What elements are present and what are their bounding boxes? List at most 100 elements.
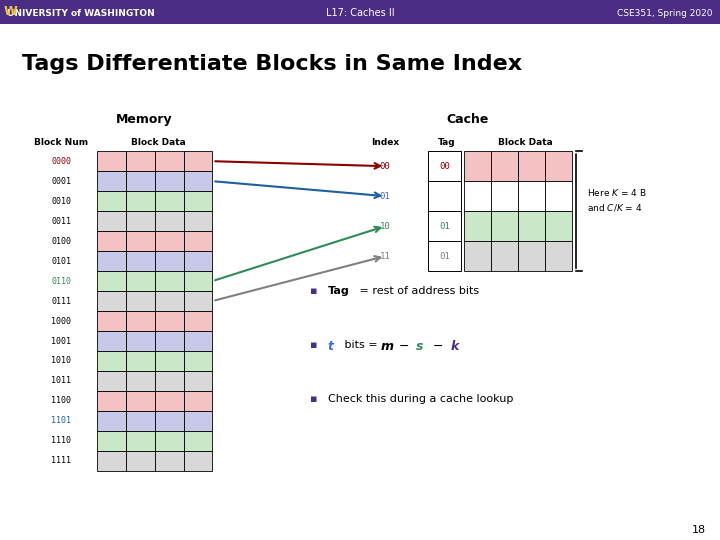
Text: ▪: ▪	[310, 286, 320, 296]
Bar	[184, 371, 212, 391]
Text: 1001: 1001	[51, 336, 71, 346]
Text: 0111: 0111	[51, 296, 71, 306]
Bar	[184, 451, 212, 471]
Bar	[155, 411, 184, 431]
Bar	[126, 331, 155, 351]
Bar	[97, 211, 126, 231]
Text: k: k	[451, 340, 459, 353]
Text: 01: 01	[440, 252, 450, 261]
Bar	[155, 331, 184, 351]
Bar	[184, 311, 212, 331]
Bar	[126, 451, 155, 471]
Bar	[97, 351, 126, 371]
Text: Cache: Cache	[447, 113, 489, 126]
Bar	[97, 311, 126, 331]
Bar	[184, 251, 212, 271]
Text: CSE351, Spring 2020: CSE351, Spring 2020	[617, 9, 713, 18]
Bar	[464, 151, 492, 181]
Text: 18: 18	[691, 524, 706, 535]
Bar	[428, 241, 461, 271]
Text: 01: 01	[440, 221, 450, 231]
Bar	[126, 371, 155, 391]
Text: 0110: 0110	[51, 276, 71, 286]
Bar	[155, 171, 184, 191]
Text: −: −	[429, 340, 448, 353]
Bar	[184, 271, 212, 291]
Bar	[184, 411, 212, 431]
Text: 1010: 1010	[51, 356, 71, 366]
Text: 00: 00	[380, 161, 390, 171]
Bar	[126, 191, 155, 211]
Bar	[155, 231, 184, 251]
Bar	[126, 411, 155, 431]
Bar	[155, 351, 184, 371]
Text: L17: Caches II: L17: Caches II	[325, 9, 395, 18]
Bar	[184, 231, 212, 251]
Bar	[97, 151, 126, 171]
Text: Tag: Tag	[328, 286, 349, 296]
Bar	[126, 251, 155, 271]
Bar	[97, 331, 126, 351]
Text: 0101: 0101	[51, 256, 71, 266]
Bar	[126, 151, 155, 171]
Bar	[155, 451, 184, 471]
Bar	[491, 181, 518, 211]
Bar	[184, 151, 212, 171]
Bar	[155, 191, 184, 211]
Bar	[546, 151, 572, 181]
Bar	[184, 431, 212, 451]
Bar	[464, 241, 492, 271]
Bar	[155, 311, 184, 331]
Bar	[428, 181, 461, 211]
Bar	[97, 451, 126, 471]
Bar	[155, 431, 184, 451]
Text: 1000: 1000	[51, 316, 71, 326]
Bar	[491, 151, 518, 181]
Text: 1110: 1110	[51, 436, 71, 446]
Bar	[518, 151, 546, 181]
Text: 01: 01	[380, 192, 390, 201]
Text: 0011: 0011	[51, 217, 71, 226]
Text: bits =: bits =	[341, 340, 381, 350]
Bar	[97, 371, 126, 391]
Text: Block Data: Block Data	[498, 138, 553, 147]
Text: ▪: ▪	[310, 340, 320, 350]
Text: UNIVERSITY of WASHINGTON: UNIVERSITY of WASHINGTON	[7, 9, 155, 18]
Bar	[97, 231, 126, 251]
Bar	[155, 371, 184, 391]
Bar	[97, 391, 126, 411]
Bar	[97, 171, 126, 191]
Text: W: W	[4, 5, 17, 18]
Bar	[518, 211, 546, 241]
Bar	[184, 211, 212, 231]
Bar	[126, 311, 155, 331]
Text: Check this during a cache lookup: Check this during a cache lookup	[328, 394, 513, 404]
Bar	[184, 351, 212, 371]
Text: Tag: Tag	[438, 138, 455, 147]
Bar	[464, 181, 492, 211]
Bar	[464, 211, 492, 241]
Text: 1100: 1100	[51, 396, 71, 406]
Bar	[126, 211, 155, 231]
Text: m: m	[380, 340, 393, 353]
Text: −: −	[395, 340, 413, 353]
Bar	[428, 211, 461, 241]
Text: 0100: 0100	[51, 237, 71, 246]
Text: s: s	[416, 340, 423, 353]
Text: Memory: Memory	[116, 113, 172, 126]
Bar	[546, 211, 572, 241]
Text: 1011: 1011	[51, 376, 71, 386]
Bar	[518, 241, 546, 271]
Text: 0001: 0001	[51, 177, 71, 186]
Bar	[97, 411, 126, 431]
Text: 1111: 1111	[51, 456, 71, 465]
Bar	[126, 231, 155, 251]
Bar	[126, 291, 155, 311]
Bar	[126, 431, 155, 451]
Bar	[184, 171, 212, 191]
Text: 0000: 0000	[51, 157, 71, 166]
Bar	[155, 391, 184, 411]
Text: Block Data: Block Data	[131, 138, 186, 147]
Bar	[155, 251, 184, 271]
Bar	[184, 391, 212, 411]
